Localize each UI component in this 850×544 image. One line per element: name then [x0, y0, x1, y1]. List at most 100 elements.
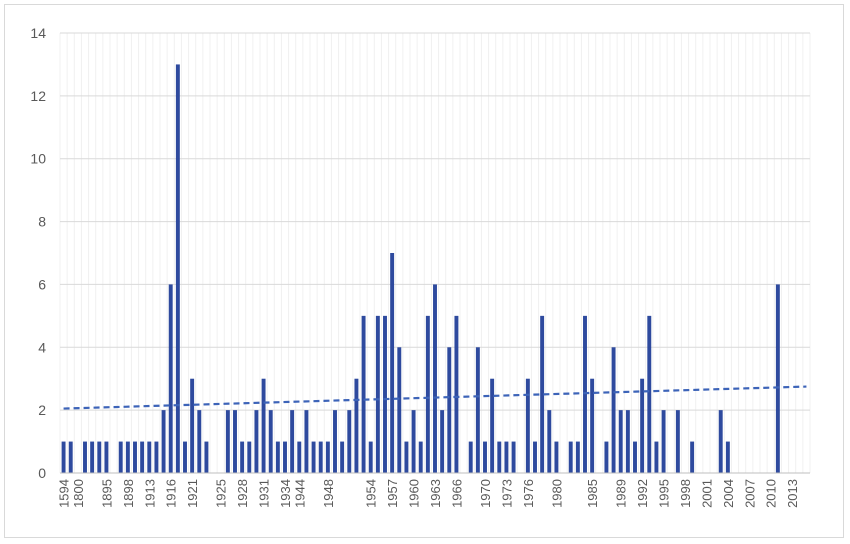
bar [125, 441, 130, 473]
bar [147, 441, 152, 473]
bar [90, 441, 95, 473]
bar [240, 441, 245, 473]
bar [375, 315, 380, 473]
x-tick-label: 1957 [385, 479, 400, 508]
bar [568, 441, 573, 473]
bar [504, 441, 509, 473]
x-tick-label: 1985 [585, 479, 600, 508]
bar [604, 441, 609, 473]
bar [647, 315, 652, 473]
bar [447, 347, 452, 473]
bar [654, 441, 659, 473]
x-tick-label: 1944 [292, 479, 307, 508]
x-tick-label: 1931 [257, 479, 272, 508]
bar [533, 441, 537, 473]
x-tick-label: 1898 [121, 479, 136, 508]
bar [675, 410, 680, 473]
x-tick-label: 1913 [142, 479, 157, 508]
bar [433, 284, 437, 473]
bar [197, 410, 202, 473]
x-tick-label: 1973 [499, 479, 514, 508]
bar [497, 441, 502, 473]
bar [340, 441, 345, 473]
bar [133, 441, 137, 473]
bar [475, 347, 480, 473]
x-tick-label: 1934 [278, 479, 293, 508]
bar [540, 315, 545, 473]
bar [275, 441, 280, 473]
bar [161, 410, 166, 473]
bar [140, 441, 145, 473]
trendline [63, 385, 807, 410]
x-tick-label: 1992 [635, 479, 650, 508]
bar [283, 441, 287, 473]
bars [61, 64, 780, 473]
bar [554, 441, 559, 473]
y-tick-label: 14 [30, 25, 46, 41]
x-tick-label: 2001 [699, 479, 714, 508]
bar [368, 441, 373, 473]
x-tick-label: 1995 [657, 479, 672, 508]
bar [547, 410, 552, 473]
bar [297, 441, 302, 473]
y-tick-label: 6 [38, 276, 46, 292]
bar [175, 64, 180, 473]
bar [190, 378, 195, 473]
y-tick-label: 4 [38, 339, 46, 355]
x-tick-label: 1954 [364, 479, 379, 508]
bar [318, 441, 323, 473]
y-tick-label: 0 [38, 465, 46, 481]
bar [361, 315, 366, 473]
x-tick-label: 1895 [99, 479, 114, 508]
x-tick-label: 1976 [521, 479, 536, 508]
bar [483, 441, 487, 473]
y-axis: 0 2 4 6 8 10 12 14 [30, 25, 46, 481]
y-tick-label: 8 [38, 214, 46, 230]
bar [183, 441, 187, 473]
bar [633, 441, 637, 473]
bar [618, 410, 623, 473]
trendline-group [63, 385, 807, 410]
bar [83, 441, 87, 473]
bar [233, 410, 237, 473]
bar [511, 441, 516, 473]
x-tick-label: 1921 [185, 479, 200, 508]
bar [354, 378, 359, 473]
x-axis: 1594 1800 1895 1898 1913 1916 1921 1925 1928 1931… [57, 472, 810, 508]
bar [304, 410, 309, 473]
bar [468, 441, 473, 473]
bar [440, 410, 445, 473]
bar [97, 441, 102, 473]
x-tick-label: 1998 [678, 479, 693, 508]
x-tick-label: 1916 [164, 479, 179, 508]
y-tick-label: 2 [38, 402, 46, 418]
bar [640, 378, 645, 473]
bar [425, 315, 430, 473]
bar [590, 378, 595, 473]
bar [325, 441, 330, 473]
bar [311, 441, 316, 473]
x-tick-label: 1800 [71, 479, 86, 508]
x-tick-label: 1928 [235, 479, 250, 508]
bar [254, 410, 259, 473]
bar [268, 410, 273, 473]
bar [333, 410, 337, 473]
bar [525, 378, 530, 473]
x-tick-label: 1594 [57, 479, 72, 508]
x-tick-label: 2013 [785, 479, 800, 508]
x-tick-label: 1980 [549, 479, 564, 508]
bar [454, 315, 459, 473]
bar [347, 410, 352, 473]
bar [397, 347, 402, 473]
bar [583, 315, 587, 473]
bar [418, 441, 423, 473]
bar [725, 441, 730, 473]
bar [611, 347, 616, 473]
bar [154, 441, 159, 473]
bar [690, 441, 695, 473]
y-tick-label: 12 [30, 88, 46, 104]
y-tick-label: 10 [30, 151, 46, 167]
x-tick-label: 1970 [478, 479, 493, 508]
bar [290, 410, 295, 473]
x-tick-label: 2004 [721, 479, 736, 508]
